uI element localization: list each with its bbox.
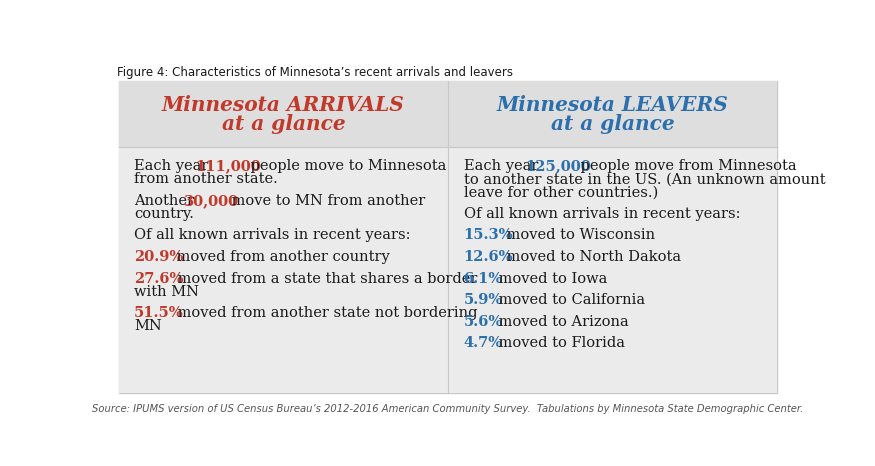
Text: moved to North Dakota: moved to North Dakota <box>502 250 681 264</box>
Text: moved to Arizona: moved to Arizona <box>494 315 629 329</box>
Text: to another state in the US. (An unknown amount: to another state in the US. (An unknown … <box>464 172 825 186</box>
Text: with MN: with MN <box>134 285 200 299</box>
Text: Another: Another <box>134 194 199 208</box>
Text: 6.1%: 6.1% <box>464 272 503 286</box>
Text: 51.5%: 51.5% <box>134 306 184 320</box>
Text: at a glance: at a glance <box>551 114 675 134</box>
Text: moved to Florida: moved to Florida <box>494 336 625 350</box>
Text: 4.7%: 4.7% <box>464 336 503 350</box>
Text: move to MN from another: move to MN from another <box>227 194 425 208</box>
Text: Each year: Each year <box>464 159 542 173</box>
Bar <box>119 81 448 147</box>
Text: Of all known arrivals in recent years:: Of all known arrivals in recent years: <box>464 207 740 221</box>
Text: moved to California: moved to California <box>494 293 645 307</box>
Text: people move to Minnesota: people move to Minnesota <box>247 159 447 173</box>
Bar <box>119 147 448 393</box>
Text: 15.3%: 15.3% <box>464 228 513 242</box>
Text: 125,000: 125,000 <box>525 159 591 173</box>
Text: Minnesota LEAVERS: Minnesota LEAVERS <box>497 95 729 115</box>
Text: MN: MN <box>134 319 162 333</box>
Text: 20.9%: 20.9% <box>134 250 184 264</box>
Text: 111,000: 111,000 <box>195 159 261 173</box>
Text: Source: IPUMS version of US Census Bureau’s 2012-2016 American Community Survey.: Source: IPUMS version of US Census Burea… <box>93 404 803 414</box>
Text: 27.6%: 27.6% <box>134 272 184 286</box>
Text: from another state.: from another state. <box>134 172 278 186</box>
Text: Minnesota ARRIVALS: Minnesota ARRIVALS <box>162 95 405 115</box>
Bar <box>119 81 777 393</box>
Bar <box>448 81 777 147</box>
Text: moved from another state not bordering: moved from another state not bordering <box>172 306 477 320</box>
Text: country.: country. <box>134 207 194 221</box>
Text: 30,000: 30,000 <box>185 194 240 208</box>
Text: 5.6%: 5.6% <box>464 315 503 329</box>
Text: 5.9%: 5.9% <box>464 293 503 307</box>
Text: at a glance: at a glance <box>221 114 345 134</box>
Bar <box>448 147 777 393</box>
Text: 12.6%: 12.6% <box>464 250 513 264</box>
Text: Of all known arrivals in recent years:: Of all known arrivals in recent years: <box>134 228 410 242</box>
Text: moved from another country: moved from another country <box>172 250 390 264</box>
Text: people move from Minnesota: people move from Minnesota <box>576 159 796 173</box>
Text: moved from a state that shares a border: moved from a state that shares a border <box>172 272 477 286</box>
Text: moved to Iowa: moved to Iowa <box>494 272 607 286</box>
Text: moved to Wisconsin: moved to Wisconsin <box>502 228 655 242</box>
Text: leave for other countries.): leave for other countries.) <box>464 185 658 199</box>
Text: Figure 4: Characteristics of Minnesota’s recent arrivals and leavers: Figure 4: Characteristics of Minnesota’s… <box>117 66 513 79</box>
Text: Each year: Each year <box>134 159 214 173</box>
